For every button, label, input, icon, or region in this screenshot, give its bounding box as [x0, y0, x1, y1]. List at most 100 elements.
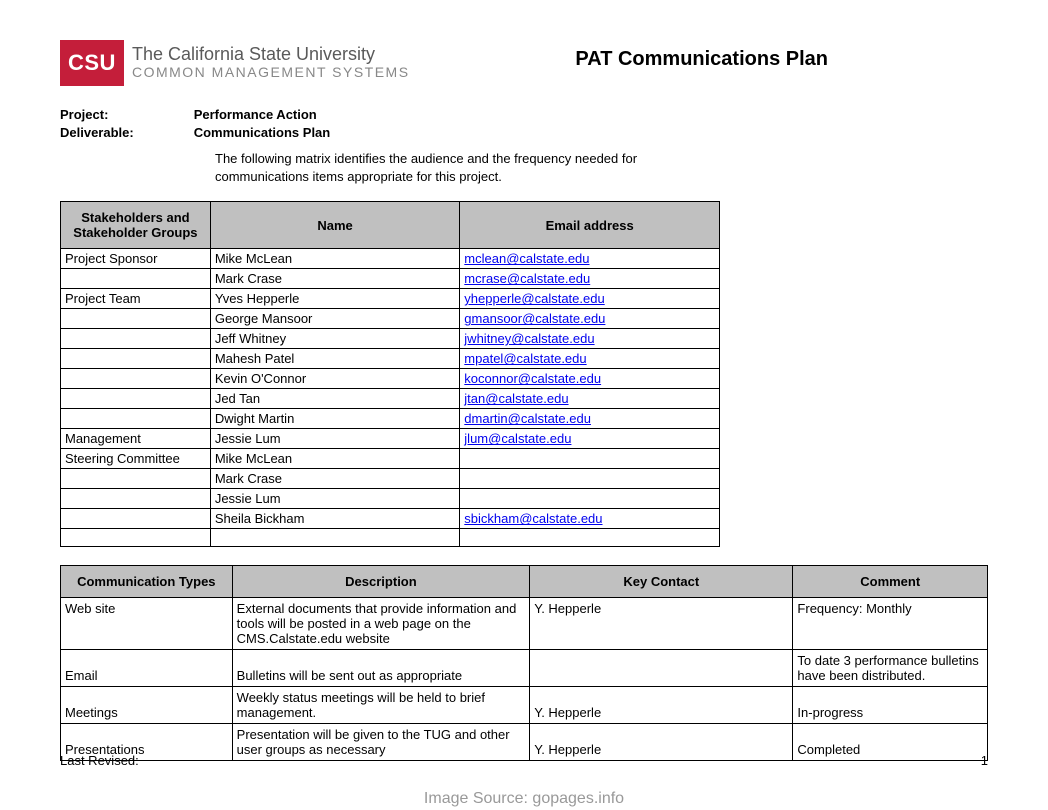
table-row: Mark Crase [61, 469, 720, 489]
logo-block: CSU The California State University COMM… [60, 40, 410, 86]
table-row: Dwight Martin dmartin@calstate.edu [61, 409, 720, 429]
table-row: Jessie Lum [61, 489, 720, 509]
email-link[interactable]: jtan@calstate.edu [464, 391, 568, 406]
name-cell: Yves Hepperle [210, 289, 459, 309]
email-cell: mpatel@calstate.edu [460, 349, 720, 369]
table-row: Sheila Bickham sbickham@calstate.edu [61, 509, 720, 529]
stakeholder-group-cell: Project Sponsor [61, 249, 211, 269]
name-cell: Jessie Lum [210, 489, 459, 509]
email-cell: dmartin@calstate.edu [460, 409, 720, 429]
email-cell: yhepperle@calstate.edu [460, 289, 720, 309]
name-cell [210, 529, 459, 547]
meta-labels: Project: Deliverable: [60, 106, 134, 142]
project-label: Project: [60, 106, 134, 124]
email-link[interactable]: yhepperle@calstate.edu [464, 291, 604, 306]
name-cell: Jed Tan [210, 389, 459, 409]
comment-cell: To date 3 performance bulletins have bee… [793, 650, 988, 687]
email-cell: jlum@calstate.edu [460, 429, 720, 449]
description-cell: External documents that provide informat… [232, 598, 530, 650]
table-header-row: Communication Types Description Key Cont… [61, 566, 988, 598]
stakeholder-group-cell [61, 309, 211, 329]
header-key-contact: Key Contact [530, 566, 793, 598]
watermark-text: Image Source: gopages.info [0, 790, 1048, 808]
meta-block: Project: Deliverable: Performance Action… [60, 106, 988, 142]
email-link[interactable]: sbickham@calstate.edu [464, 511, 602, 526]
email-cell [460, 489, 720, 509]
email-link[interactable]: koconnor@calstate.edu [464, 371, 601, 386]
comment-cell: In-progress [793, 687, 988, 724]
name-cell: Kevin O'Connor [210, 369, 459, 389]
description-cell: Bulletins will be sent out as appropriat… [232, 650, 530, 687]
name-cell: Mark Crase [210, 269, 459, 289]
header-stakeholders: Stakeholders and Stakeholder Groups [61, 202, 211, 249]
email-link[interactable]: mclean@calstate.edu [464, 251, 589, 266]
logo-subtitle: COMMON MANAGEMENT SYSTEMS [132, 65, 410, 80]
table-row: ManagementJessie Lum jlum@calstate.edu [61, 429, 720, 449]
table-header-row: Stakeholders and Stakeholder Groups Name… [61, 202, 720, 249]
name-cell: Mark Crase [210, 469, 459, 489]
email-cell: mcrase@calstate.edu [460, 269, 720, 289]
table-row: Kevin O'Connor koconnor@calstate.edu [61, 369, 720, 389]
name-cell: Dwight Martin [210, 409, 459, 429]
table-row: EmailBulletins will be sent out as appro… [61, 650, 988, 687]
table-row: Project TeamYves Hepperle yhepperle@calst… [61, 289, 720, 309]
document-page: CSU The California State University COMM… [0, 0, 1048, 790]
email-link[interactable]: mcrase@calstate.edu [464, 271, 590, 286]
stakeholder-group-cell: Project Team [61, 289, 211, 309]
table-row [61, 529, 720, 547]
table-row: Web siteExternal documents that provide … [61, 598, 988, 650]
stakeholder-group-cell [61, 389, 211, 409]
page-number: 1 [981, 753, 988, 768]
name-cell: Mahesh Patel [210, 349, 459, 369]
header-description: Description [232, 566, 530, 598]
stakeholder-group-cell [61, 409, 211, 429]
table-row: MeetingsWeekly status meetings will be h… [61, 687, 988, 724]
name-cell: Sheila Bickham [210, 509, 459, 529]
table-row: Mark Crase mcrase@calstate.edu [61, 269, 720, 289]
intro-text: The following matrix identifies the audi… [215, 150, 675, 185]
stakeholder-group-cell [61, 509, 211, 529]
footer: Last Revised: 1 [60, 753, 988, 768]
meta-values: Performance Action Communications Plan [194, 106, 331, 142]
stakeholders-table: Stakeholders and Stakeholder Groups Name… [60, 201, 720, 547]
table-row: Mahesh Patel mpatel@calstate.edu [61, 349, 720, 369]
comm-type-cell: Meetings [61, 687, 233, 724]
document-title: PAT Communications Plan [575, 48, 828, 71]
stakeholder-group-cell [61, 329, 211, 349]
key-contact-cell [530, 650, 793, 687]
deliverable-label: Deliverable: [60, 124, 134, 142]
stakeholder-group-cell [61, 469, 211, 489]
email-cell: gmansoor@calstate.edu [460, 309, 720, 329]
email-link[interactable]: dmartin@calstate.edu [464, 411, 591, 426]
email-link[interactable]: gmansoor@calstate.edu [464, 311, 605, 326]
header-email: Email address [460, 202, 720, 249]
table-row: Jeff Whitneyjwhitney@calstate.edu [61, 329, 720, 349]
email-link[interactable]: jlum@calstate.edu [464, 431, 571, 446]
stakeholder-group-cell [61, 269, 211, 289]
header: CSU The California State University COMM… [60, 40, 988, 86]
comm-type-cell: Email [61, 650, 233, 687]
comm-type-cell: Web site [61, 598, 233, 650]
email-link[interactable]: mpatel@calstate.edu [464, 351, 586, 366]
logo-university-name: The California State University [132, 45, 410, 65]
table-row: Jed Tan jtan@calstate.edu [61, 389, 720, 409]
email-cell: jwhitney@calstate.edu [460, 329, 720, 349]
email-link[interactable]: jwhitney@calstate.edu [464, 331, 594, 346]
table-row: Project SponsorMike McLeanmclean@calstat… [61, 249, 720, 269]
name-cell: Jessie Lum [210, 429, 459, 449]
email-cell [460, 469, 720, 489]
email-cell: mclean@calstate.edu [460, 249, 720, 269]
description-cell: Weekly status meetings will be held to b… [232, 687, 530, 724]
email-cell: koconnor@calstate.edu [460, 369, 720, 389]
stakeholder-group-cell: Management [61, 429, 211, 449]
last-revised-label: Last Revised: [60, 753, 139, 768]
comment-cell: Frequency: Monthly [793, 598, 988, 650]
header-comment: Comment [793, 566, 988, 598]
csu-logo-badge: CSU [60, 40, 124, 86]
deliverable-value: Communications Plan [194, 124, 331, 142]
stakeholder-group-cell [61, 349, 211, 369]
name-cell: Mike McLean [210, 449, 459, 469]
email-cell [460, 449, 720, 469]
table-row: George Mansoorgmansoor@calstate.edu [61, 309, 720, 329]
stakeholder-group-cell [61, 369, 211, 389]
